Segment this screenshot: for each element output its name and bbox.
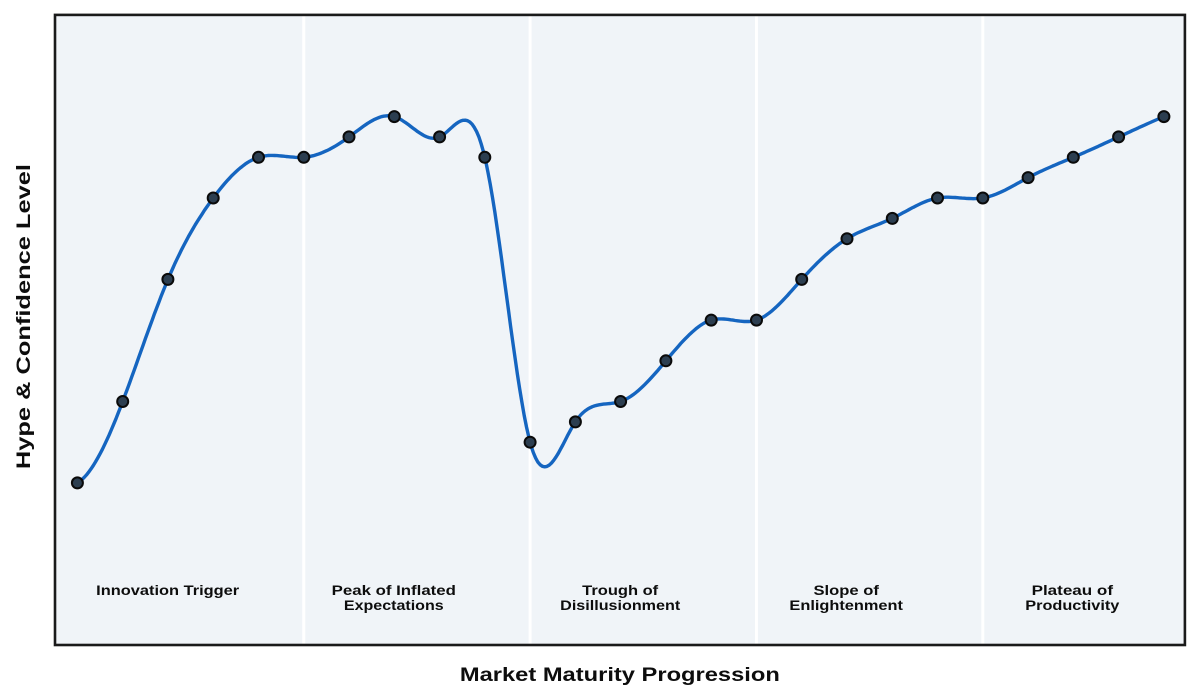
svg-text:Innovation Trigger: Innovation Trigger [96,583,240,598]
svg-text:Trough of: Trough of [582,583,659,598]
svg-text:Disillusionment: Disillusionment [560,598,681,613]
svg-text:Hype & Confidence Level: Hype & Confidence Level [13,164,35,469]
svg-text:Productivity: Productivity [1025,598,1120,613]
svg-text:Expectations: Expectations [344,598,444,613]
svg-text:Peak of Inflated: Peak of Inflated [332,583,456,598]
svg-text:Plateau of: Plateau of [1032,583,1114,598]
svg-text:Enlightenment: Enlightenment [789,598,903,613]
svg-text:Market Maturity Progression: Market Maturity Progression [460,664,780,686]
svg-text:Slope of: Slope of [814,583,880,598]
